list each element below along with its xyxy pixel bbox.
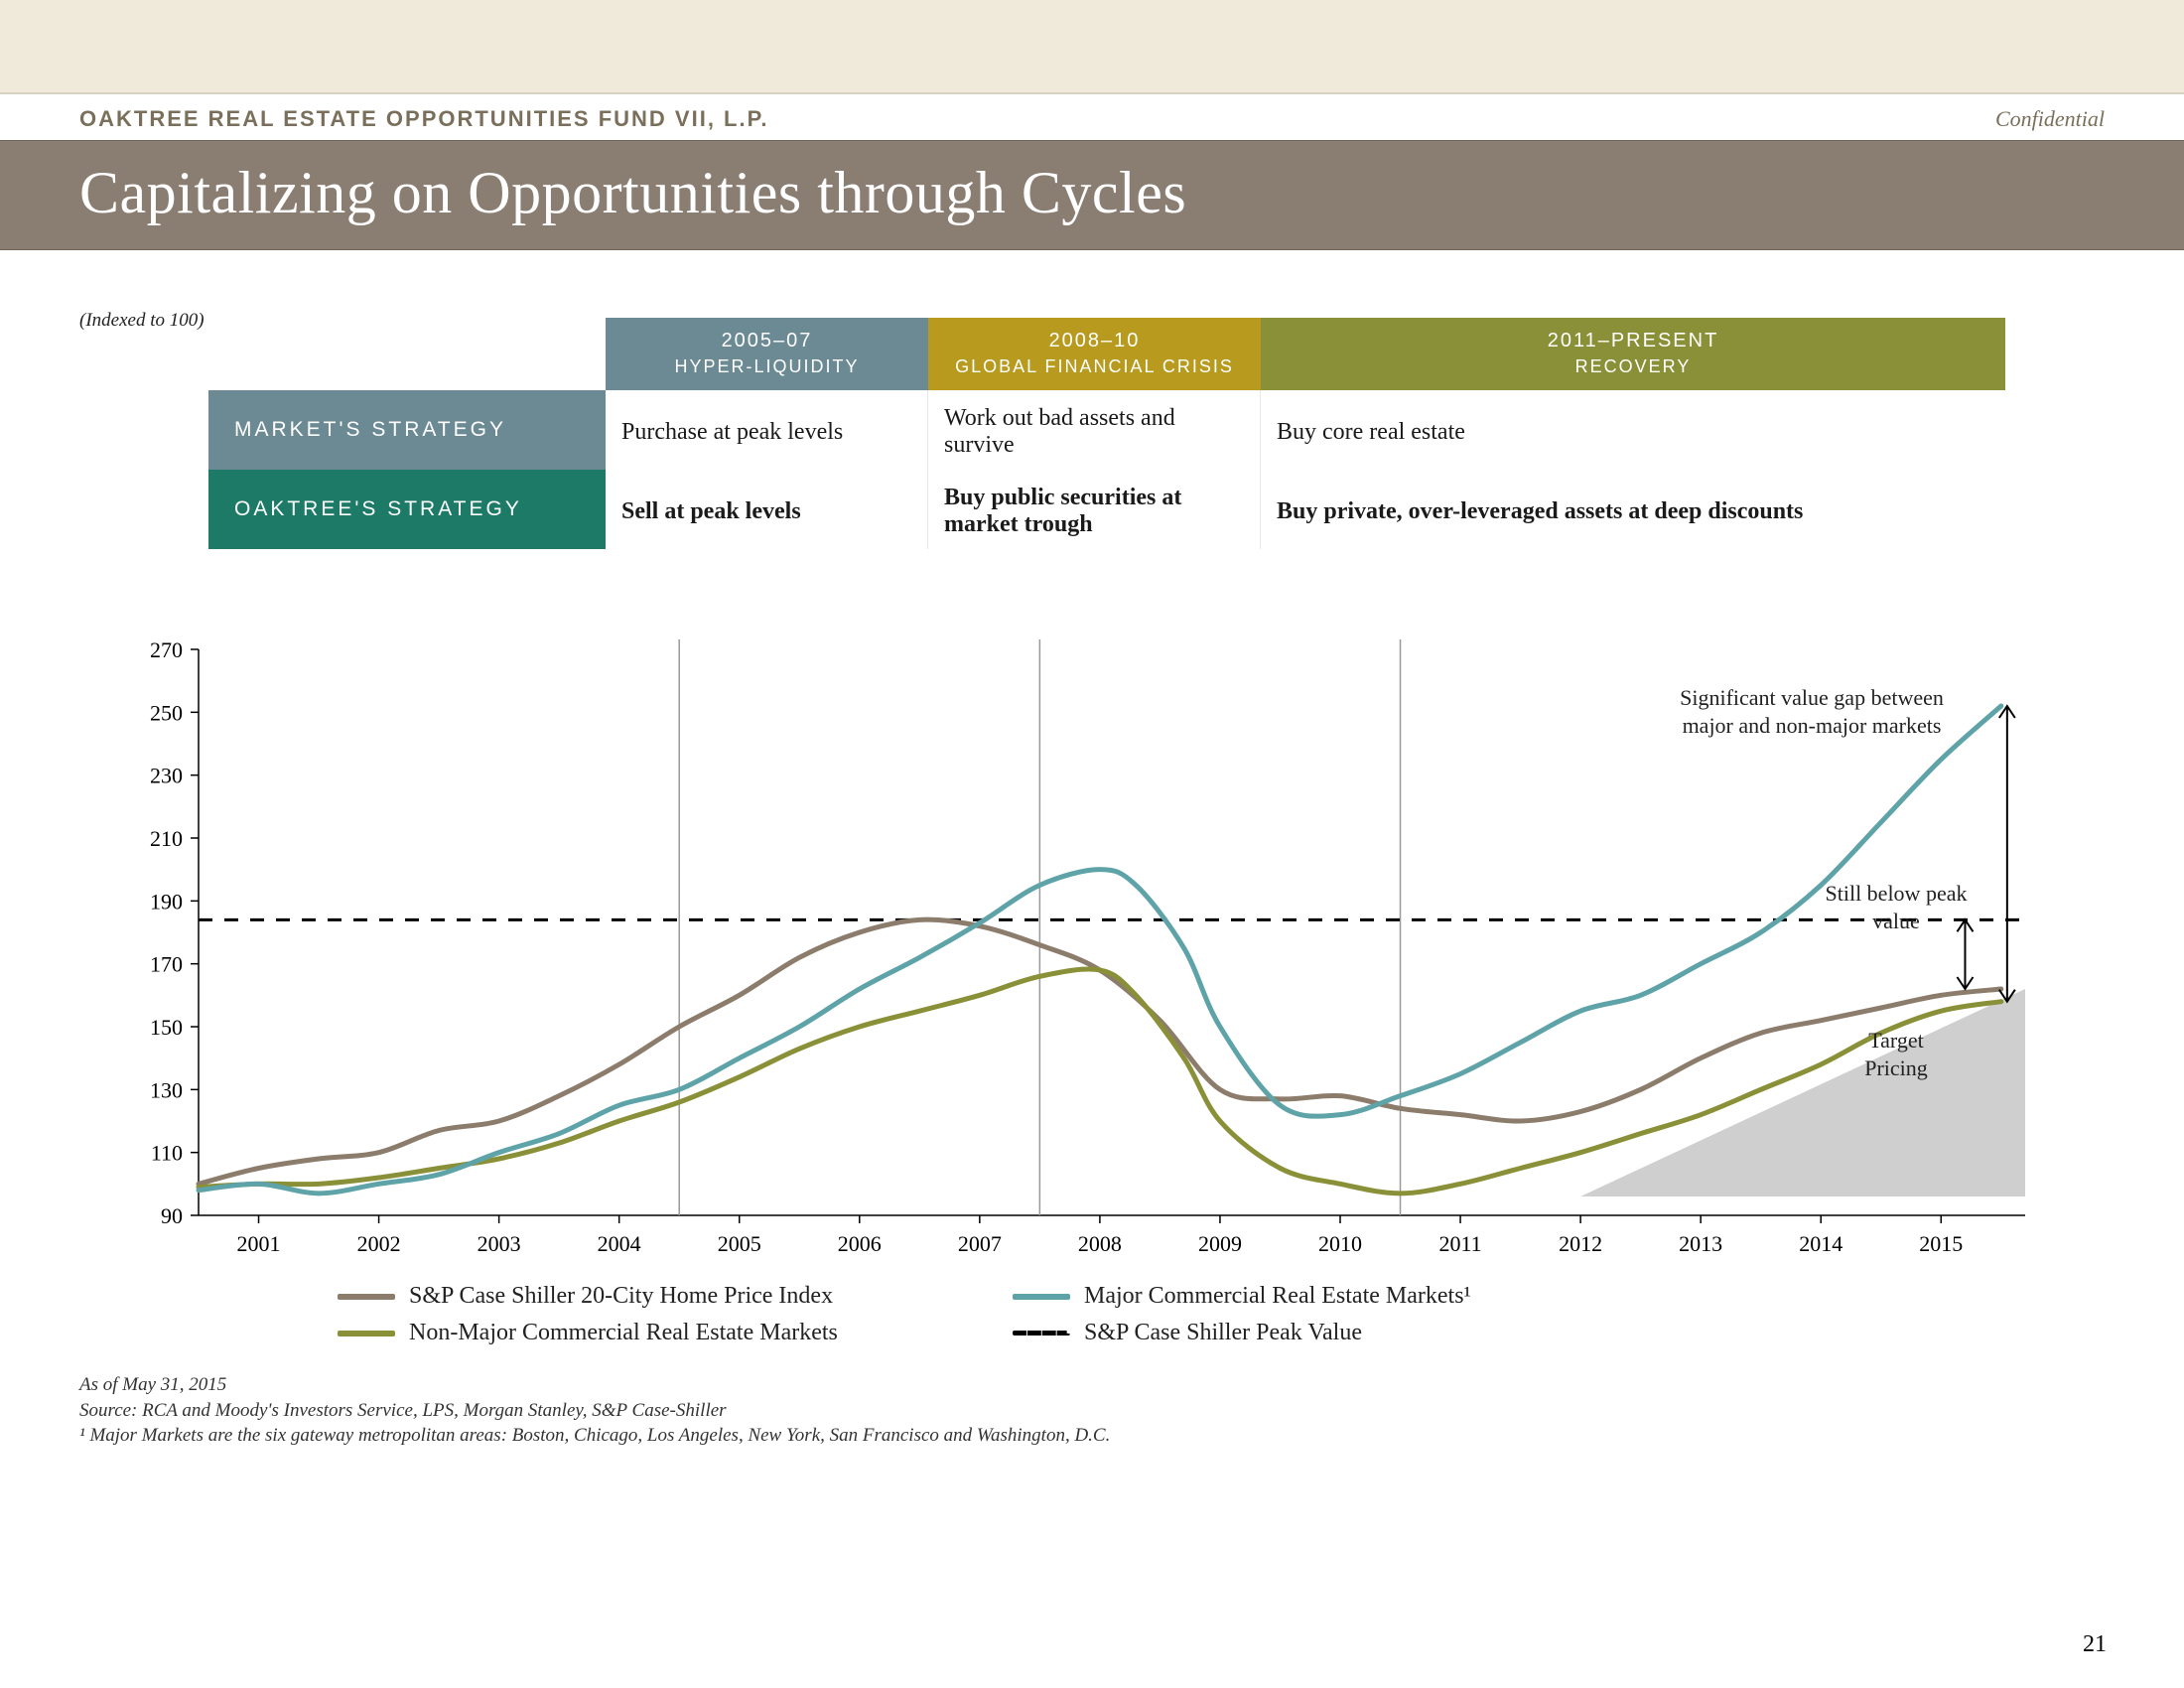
svg-text:2001: 2001 (237, 1231, 281, 1256)
confidential-label: Confidential (1995, 106, 2105, 132)
legend-label-sp: S&P Case Shiller 20-City Home Price Inde… (409, 1283, 833, 1310)
svg-text:2007: 2007 (958, 1231, 1002, 1256)
svg-text:90: 90 (161, 1203, 183, 1228)
svg-text:2006: 2006 (838, 1231, 882, 1256)
period-1-head: 2005–07 HYPER-LIQUIDITY (606, 318, 928, 390)
legend-peak-value: S&P Case Shiller Peak Value (1013, 1320, 1688, 1346)
svg-text:2015: 2015 (1919, 1231, 1963, 1256)
svg-text:230: 230 (150, 764, 183, 788)
svg-text:270: 270 (150, 639, 183, 662)
period-3-years: 2011–PRESENT (1269, 328, 1997, 354)
legend-label-major: Major Commercial Real Estate Markets¹ (1084, 1283, 1471, 1310)
title-band: Capitalizing on Opportunities through Cy… (0, 140, 2184, 250)
svg-text:170: 170 (150, 952, 183, 977)
fund-name: OAKTREE REAL ESTATE OPPORTUNITIES FUND V… (79, 106, 769, 132)
svg-text:2003: 2003 (478, 1231, 521, 1256)
oaktree-strategy-label: OAKTREE'S STRATEGY (208, 470, 606, 549)
legend-swatch-peak (1013, 1331, 1070, 1336)
legend-swatch-major (1013, 1294, 1070, 1300)
period-2-years: 2008–10 (936, 328, 1253, 354)
chart-area: 90 110 130 150 170 190 210 230 250 270 2001 2002 200… (79, 639, 2105, 1275)
strategy-grid: 2005–07 HYPER-LIQUIDITY 2008–10 GLOBAL F… (208, 318, 2045, 549)
legend-label-nonmajor: Non-Major Commercial Real Estate Markets (409, 1320, 838, 1346)
market-strategy-label: MARKET'S STRATEGY (208, 390, 606, 470)
legend-sp-shiller: S&P Case Shiller 20-City Home Price Inde… (338, 1283, 1013, 1310)
legend-major-cre: Major Commercial Real Estate Markets¹ (1013, 1283, 1688, 1310)
svg-text:2004: 2004 (598, 1231, 641, 1256)
legend-swatch-sp (338, 1294, 395, 1300)
chart-legend: S&P Case Shiller 20-City Home Price Inde… (338, 1283, 2105, 1346)
footnote-source: Source: RCA and Moody's Investors Servic… (79, 1398, 2105, 1424)
period-3-head: 2011–PRESENT RECOVERY (1261, 318, 2005, 390)
top-decorative-band (0, 0, 2184, 94)
svg-text:250: 250 (150, 700, 183, 725)
svg-text:2013: 2013 (1679, 1231, 1722, 1256)
svg-text:190: 190 (150, 889, 183, 914)
period-2-label: GLOBAL FINANCIAL CRISIS (936, 354, 1253, 378)
svg-text:150: 150 (150, 1015, 183, 1040)
market-cell-3: Buy core real estate (1261, 390, 2005, 470)
oaktree-cell-2: Buy public securities at market trough (928, 470, 1261, 549)
svg-text:2005: 2005 (718, 1231, 761, 1256)
page-title: Capitalizing on Opportunities through Cy… (79, 159, 2105, 227)
header-row: OAKTREE REAL ESTATE OPPORTUNITIES FUND V… (0, 94, 2184, 140)
market-cell-1: Purchase at peak levels (606, 390, 928, 470)
period-1-label: HYPER-LIQUIDITY (614, 354, 920, 378)
footnote-asof: As of May 31, 2015 (79, 1372, 2105, 1398)
period-2-head: 2008–10 GLOBAL FINANCIAL CRISIS (928, 318, 1261, 390)
svg-text:2014: 2014 (1799, 1231, 1843, 1256)
legend-label-peak: S&P Case Shiller Peak Value (1084, 1320, 1362, 1346)
legend-swatch-nonmajor (338, 1331, 395, 1336)
annot-still-below: Still below peak value (1817, 880, 1976, 934)
period-3-label: RECOVERY (1269, 354, 1997, 378)
period-1-years: 2005–07 (614, 328, 920, 354)
annot-target-pricing: Target Pricing (1837, 1027, 1956, 1081)
svg-text:210: 210 (150, 826, 183, 851)
svg-text:2009: 2009 (1198, 1231, 1242, 1256)
footnote-1: ¹ Major Markets are the six gateway metr… (79, 1423, 2105, 1449)
svg-text:2010: 2010 (1318, 1231, 1362, 1256)
svg-text:2011: 2011 (1438, 1231, 1481, 1256)
footnotes: As of May 31, 2015 Source: RCA and Moody… (79, 1372, 2105, 1449)
market-cell-2: Work out bad assets and survive (928, 390, 1261, 470)
svg-text:2008: 2008 (1078, 1231, 1122, 1256)
content-area: (Indexed to 100) 2005–07 HYPER-LIQUIDITY… (0, 250, 2184, 1449)
legend-nonmajor-cre: Non-Major Commercial Real Estate Markets (338, 1320, 1013, 1346)
annot-value-gap: Significant value gap between major and … (1658, 684, 1966, 739)
oaktree-cell-3: Buy private, over-leveraged assets at de… (1261, 470, 2005, 549)
svg-text:110: 110 (151, 1141, 183, 1166)
svg-text:2012: 2012 (1559, 1231, 1602, 1256)
oaktree-cell-1: Sell at peak levels (606, 470, 928, 549)
page-number: 21 (2083, 1631, 2107, 1658)
svg-text:130: 130 (150, 1077, 183, 1102)
svg-text:2002: 2002 (357, 1231, 401, 1256)
